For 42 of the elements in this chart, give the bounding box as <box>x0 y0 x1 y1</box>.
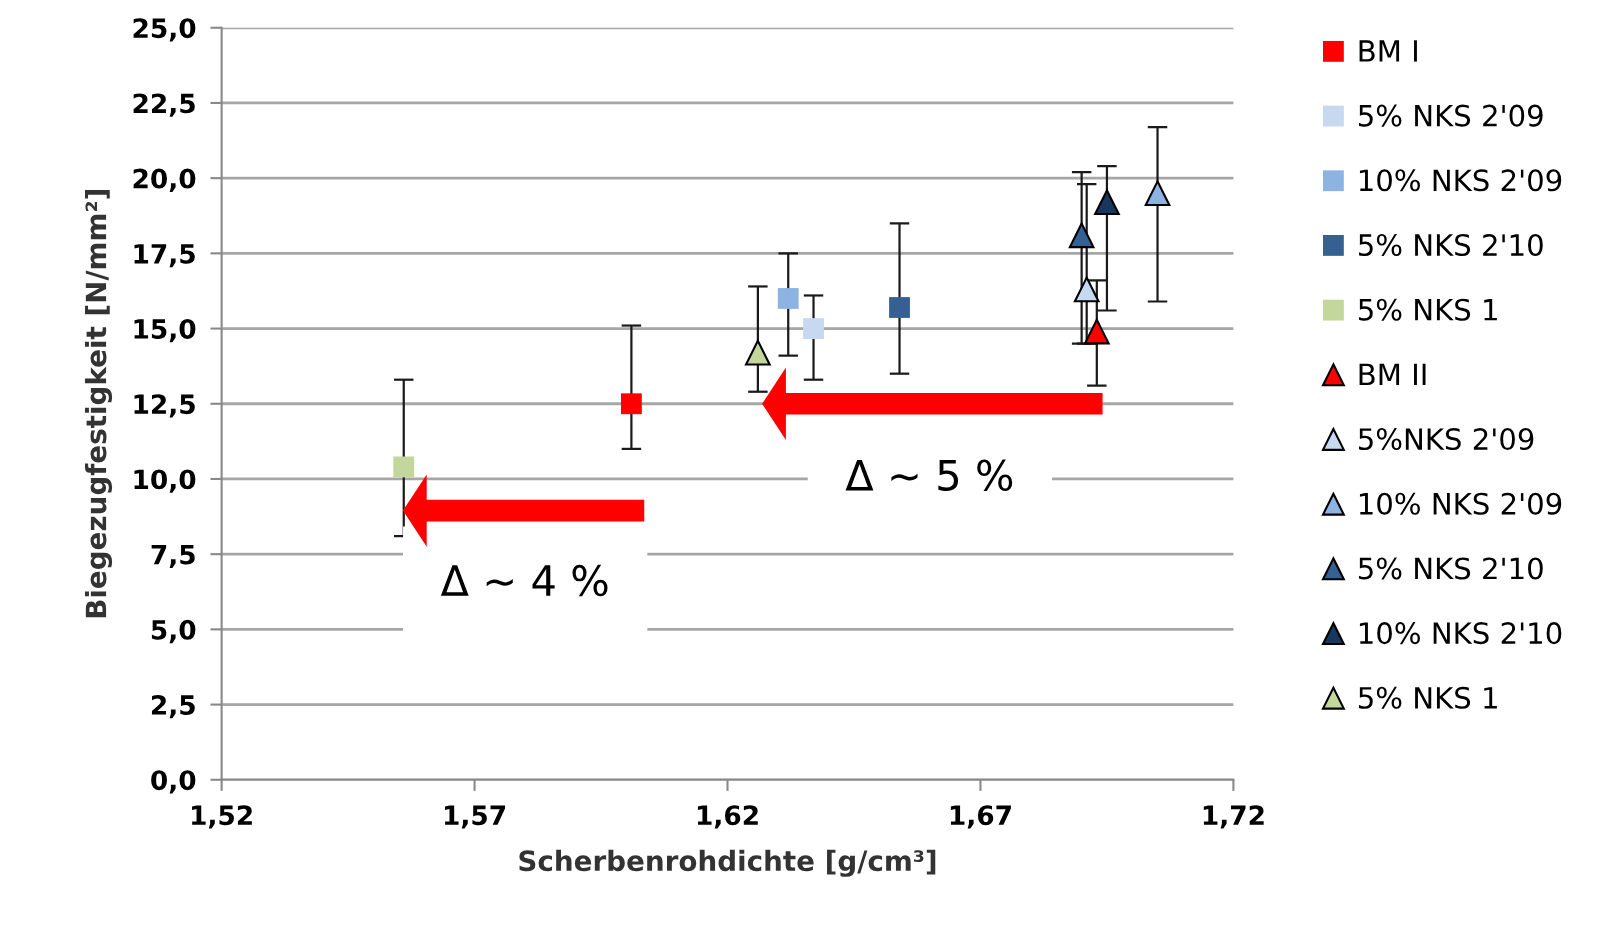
point <box>745 339 771 366</box>
point <box>620 393 642 415</box>
point <box>1083 318 1110 345</box>
y-tick-label: 5,0 <box>151 619 196 644</box>
legend-label: 5% NKS 1 <box>1358 686 1497 709</box>
legend-label: 10% NKS 2'10 <box>1359 622 1562 645</box>
point <box>393 456 415 478</box>
annotation: Δ ~ 4 % <box>440 564 608 597</box>
point <box>777 288 799 309</box>
annotation: Δ ~ 5 % <box>845 459 1013 492</box>
y-tick-label: 0,0 <box>151 770 196 794</box>
y-tick-label: 22,5 <box>133 93 195 117</box>
x-tick-label: 1,57 <box>445 805 506 829</box>
point <box>889 297 910 318</box>
x-tick-label: 1,62 <box>697 805 758 829</box>
point <box>1068 222 1095 249</box>
x-axis-title: Scherbenrohdichte [g/cm³] <box>519 849 936 877</box>
x-tick-label: 1,67 <box>950 805 1011 829</box>
y-tick-label: 25,0 <box>133 18 196 42</box>
legend-label: 5% NKS 1 <box>1358 298 1497 321</box>
legend-label: BM I <box>1359 40 1417 62</box>
legend-label: 5% NKS 2'09 <box>1358 104 1543 127</box>
legend-label: 10% NKS 2'09 <box>1359 169 1562 192</box>
legend-label: BM II <box>1359 363 1426 386</box>
point <box>803 318 824 339</box>
y-tick-label: 10,0 <box>134 469 196 493</box>
point <box>1094 189 1120 216</box>
legend-label: 5% NKS 2'10 <box>1358 557 1543 580</box>
x-tick-label: 1,52 <box>192 805 252 829</box>
legend-label: 10% NKS 2'09 <box>1359 492 1562 515</box>
y-tick-label: 7,5 <box>151 544 195 568</box>
point <box>1073 276 1100 303</box>
y-tick-label: 2,5 <box>151 695 195 719</box>
y-axis-title: Biegezugfestigkeit [N/mm²] <box>84 190 113 618</box>
legend-label: 5%NKS 2'09 <box>1358 428 1534 451</box>
legend-label: 5% NKS 2'10 <box>1358 233 1543 257</box>
point <box>1144 180 1171 207</box>
y-tick-label: 17,5 <box>134 244 195 268</box>
x-tick-label: 1,72 <box>1203 805 1264 829</box>
y-tick-label: 20,0 <box>133 168 196 192</box>
y-tick-label: 15,0 <box>134 319 196 343</box>
y-tick-label: 12,5 <box>134 394 195 418</box>
